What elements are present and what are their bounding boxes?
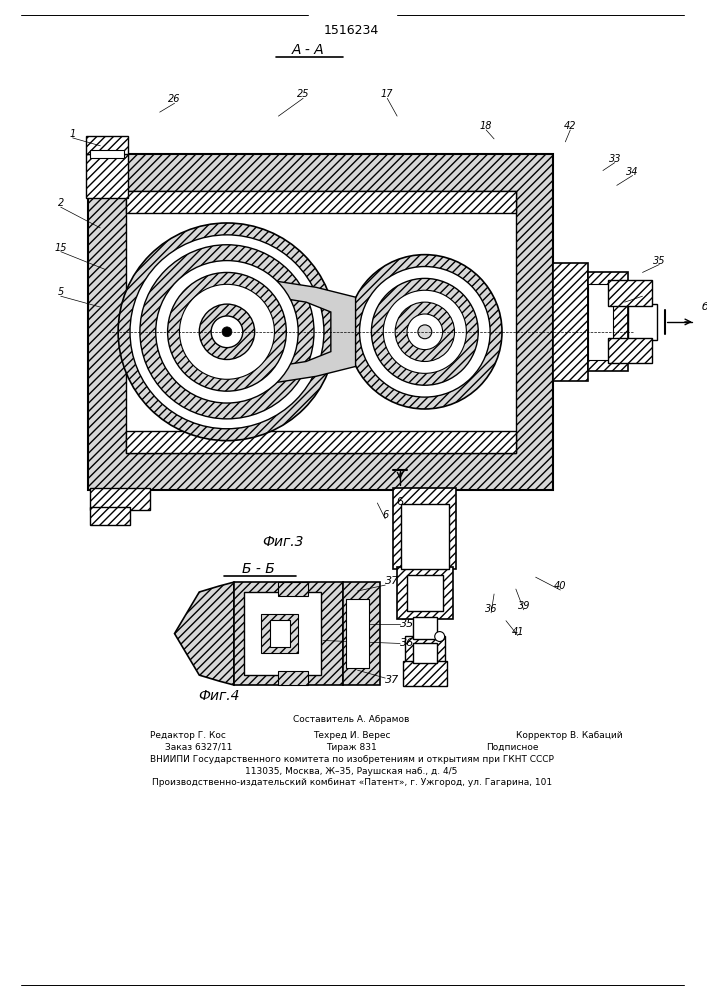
Circle shape [140,245,314,419]
Text: 37: 37 [385,576,399,586]
Polygon shape [271,620,291,647]
Text: 25: 25 [297,89,310,99]
Text: 18: 18 [480,121,492,131]
Polygon shape [86,154,128,198]
Polygon shape [245,277,356,386]
Circle shape [383,290,467,373]
Polygon shape [86,136,128,154]
Text: Подписное: Подписное [486,743,539,752]
Polygon shape [126,191,516,213]
Polygon shape [261,614,298,653]
Text: Составитель А. Абрамов: Составитель А. Абрамов [293,715,410,724]
Polygon shape [279,671,308,685]
Text: 26: 26 [168,94,181,104]
Polygon shape [413,643,437,663]
Circle shape [418,325,432,339]
Text: 2: 2 [58,198,64,208]
Circle shape [211,316,243,348]
Text: Б - Б: Б - Б [243,562,275,576]
Polygon shape [608,280,653,306]
Circle shape [435,632,445,641]
Text: 6: 6 [382,510,388,520]
Polygon shape [628,304,658,340]
Circle shape [395,302,455,361]
Polygon shape [401,504,448,569]
Polygon shape [403,661,447,686]
Text: 17: 17 [381,89,394,99]
Text: 6: 6 [397,497,404,507]
Text: 37: 37 [385,675,399,685]
Polygon shape [175,582,234,685]
Polygon shape [279,582,308,596]
Text: 15: 15 [54,243,67,253]
Text: 40: 40 [554,581,566,591]
Polygon shape [554,263,588,381]
Text: Фиг.4: Фиг.4 [198,689,240,703]
Circle shape [156,261,298,403]
Polygon shape [588,284,613,360]
Circle shape [360,267,490,397]
Circle shape [407,314,443,350]
Text: 35: 35 [400,619,414,629]
Text: 33: 33 [609,154,621,164]
Polygon shape [244,592,321,675]
Polygon shape [88,154,554,490]
Text: 42: 42 [564,121,576,131]
Text: Фиг.3: Фиг.3 [262,535,304,549]
Polygon shape [90,488,150,510]
Polygon shape [90,507,130,525]
Polygon shape [343,582,380,685]
Text: Техред И. Верес: Техред И. Верес [313,731,390,740]
Text: ВНИИПИ Государственного комитета по изобретениям и открытиям при ГКНТ СССР: ВНИИПИ Государственного комитета по изоб… [150,755,554,764]
Polygon shape [407,575,443,611]
Text: 36: 36 [485,604,497,614]
Text: 113035, Москва, Ж–35, Раушская наб., д. 4/5: 113035, Москва, Ж–35, Раушская наб., д. … [245,767,458,776]
Circle shape [199,304,255,360]
Polygon shape [628,282,650,361]
Text: 35: 35 [653,256,665,266]
Text: 39: 39 [518,601,530,611]
Text: Заказ 6327/11: Заказ 6327/11 [165,743,232,752]
Text: Тираж 831: Тираж 831 [326,743,377,752]
Text: 1516234: 1516234 [324,24,379,37]
Circle shape [168,272,286,391]
Text: 1: 1 [69,129,76,139]
Polygon shape [234,582,343,685]
Text: 34: 34 [626,167,639,177]
Text: 41: 41 [512,627,524,637]
Polygon shape [588,272,628,371]
Circle shape [180,284,274,379]
Polygon shape [126,191,516,453]
Polygon shape [346,599,370,668]
Circle shape [222,327,232,337]
Circle shape [130,235,324,429]
Circle shape [348,255,502,409]
Text: Производственно-издательский комбинат «Патент», г. Ужгород, ул. Гагарина, 101: Производственно-издательский комбинат «П… [151,778,551,787]
Polygon shape [608,338,653,363]
Polygon shape [393,488,457,569]
Text: 38: 38 [636,287,649,297]
Text: Редактор Г. Кос: Редактор Г. Кос [150,731,226,740]
Polygon shape [126,431,516,453]
Polygon shape [90,150,124,158]
Text: 36: 36 [400,638,414,648]
Circle shape [371,278,478,385]
Circle shape [118,223,336,441]
Polygon shape [413,617,437,639]
Polygon shape [397,567,452,619]
Text: б: б [701,302,707,312]
Text: 5: 5 [58,287,64,297]
Text: А - А: А - А [292,43,325,57]
Text: Корректор В. Кабаций: Корректор В. Кабаций [516,731,622,740]
Polygon shape [405,636,445,663]
